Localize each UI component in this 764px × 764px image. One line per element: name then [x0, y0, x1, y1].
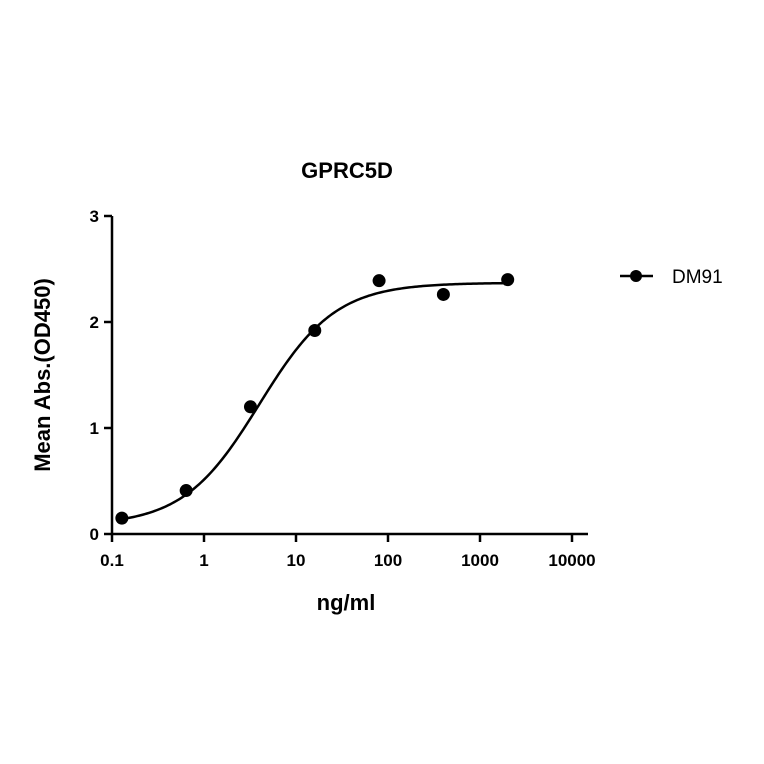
x-axis: 0.1 1 10 100 1000 10000: [100, 532, 596, 570]
y-tick-label: 2: [90, 313, 99, 332]
x-tick-label: 10: [287, 551, 306, 570]
y-axis: 0 1 2 3: [90, 207, 114, 544]
data-point: [308, 323, 322, 337]
data-points: [115, 273, 515, 525]
y-tick-label: 0: [90, 525, 99, 544]
legend-label: DM91: [672, 267, 723, 288]
x-axis-label: ng/ml: [317, 590, 376, 615]
fit-curve: [121, 281, 508, 521]
y-tick-label: 1: [90, 419, 99, 438]
legend-marker-icon: [630, 270, 642, 282]
y-tick-label: 3: [90, 207, 99, 226]
x-tick-label: 1: [199, 551, 208, 570]
data-point: [372, 274, 386, 288]
data-point: [179, 484, 193, 498]
x-tick-label: 100: [374, 551, 402, 570]
x-tick-label: 1000: [461, 551, 499, 570]
chart-title: GPRC5D: [301, 158, 393, 183]
data-point: [115, 511, 129, 525]
data-point: [243, 400, 257, 414]
x-tick-label: 0.1: [100, 551, 124, 570]
data-point: [501, 273, 515, 287]
x-tick-label: 10000: [548, 551, 595, 570]
y-axis-label: Mean Abs.(OD450): [30, 278, 55, 472]
legend: DM91: [620, 267, 723, 288]
data-point: [436, 287, 450, 301]
